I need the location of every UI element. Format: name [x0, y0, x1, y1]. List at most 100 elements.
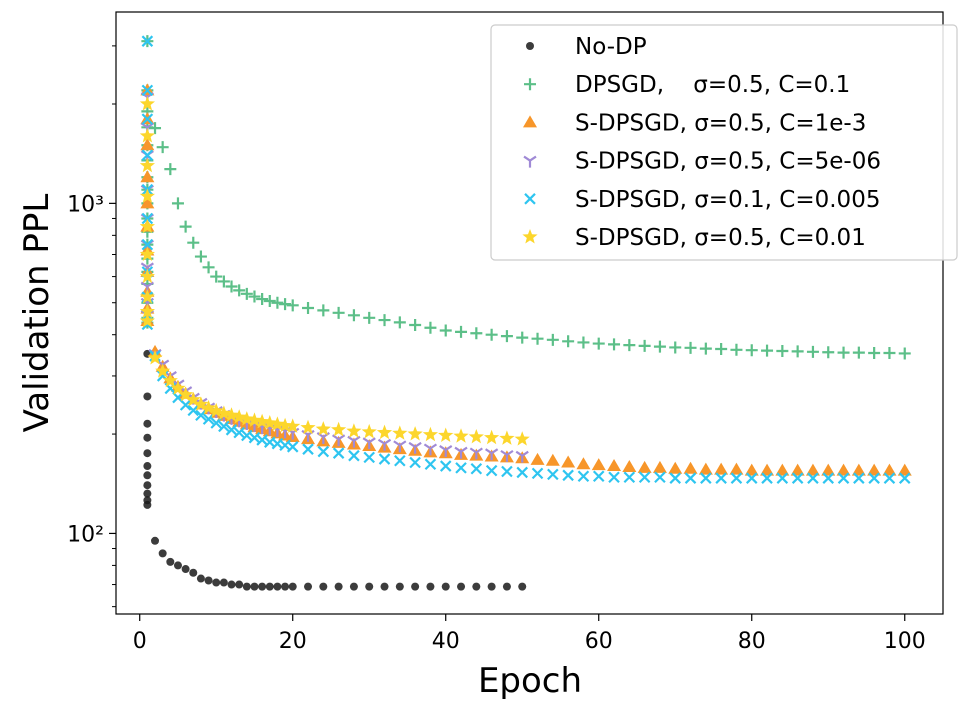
- data-point: [394, 454, 406, 467]
- data-point: [147, 350, 163, 365]
- data-point: [745, 344, 758, 357]
- data-point: [516, 331, 529, 344]
- data-point: [760, 463, 775, 476]
- data-point: [248, 290, 261, 303]
- data-point: [139, 313, 155, 328]
- data-point: [285, 418, 301, 433]
- data-point: [187, 236, 200, 249]
- data-point: [822, 472, 835, 484]
- data-point: [196, 574, 205, 583]
- legend-marker: [524, 193, 536, 205]
- data-point: [143, 433, 152, 442]
- data-point: [441, 582, 450, 591]
- data-point: [378, 453, 391, 465]
- data-point: [472, 582, 481, 591]
- data-point: [407, 426, 423, 441]
- data-point: [426, 582, 435, 591]
- data-point: [380, 582, 389, 591]
- legend-marker: [522, 229, 538, 244]
- data-point: [217, 275, 230, 288]
- data-point: [319, 582, 328, 591]
- data-point: [269, 416, 285, 431]
- data-point: [208, 402, 224, 418]
- data-point: [547, 468, 559, 481]
- x-tick-label: 40: [432, 629, 460, 654]
- y-axis-label: Validation PPL: [17, 194, 57, 433]
- data-point: [155, 363, 171, 378]
- legend-box: [490, 24, 958, 261]
- data-point: [189, 568, 198, 577]
- data-point: [607, 459, 622, 472]
- data-point: [231, 409, 247, 424]
- data-point: [715, 472, 727, 484]
- data-point: [187, 404, 200, 417]
- data-point: [162, 372, 178, 388]
- data-point: [363, 311, 376, 324]
- data-point: [453, 428, 469, 443]
- data-point: [457, 582, 466, 591]
- data-point: [171, 197, 184, 210]
- data-point: [393, 440, 407, 453]
- data-point: [409, 319, 422, 332]
- data-point: [143, 392, 152, 401]
- data-point: [233, 284, 246, 297]
- legend-label: S-DPSGD, σ=0.5, C=0.01: [575, 225, 866, 251]
- data-point: [361, 423, 377, 439]
- data-point: [195, 409, 207, 422]
- data-point: [501, 465, 513, 478]
- data-point: [577, 336, 590, 349]
- data-point: [286, 441, 299, 453]
- data-point: [715, 343, 728, 356]
- data-point: [279, 298, 292, 311]
- data-point: [514, 431, 530, 446]
- data-point: [714, 462, 729, 475]
- data-point: [179, 220, 192, 233]
- data-point: [204, 576, 213, 585]
- data-point: [653, 340, 666, 353]
- data-point: [454, 446, 468, 459]
- data-point: [790, 463, 805, 476]
- data-point: [868, 347, 881, 360]
- data-point: [139, 128, 155, 143]
- data-point: [837, 472, 850, 484]
- data-point: [317, 304, 330, 317]
- data-point: [362, 437, 376, 450]
- legend-marker: [524, 78, 536, 91]
- data-point: [530, 452, 545, 465]
- plot-frame: [115, 11, 944, 615]
- data-point: [422, 426, 438, 442]
- data-point: [349, 582, 358, 591]
- data-point: [439, 324, 452, 337]
- data-point: [470, 462, 483, 475]
- data-point: [141, 238, 154, 251]
- data-point: [684, 341, 697, 354]
- data-point: [334, 582, 343, 591]
- data-point: [210, 417, 222, 429]
- data-point: [139, 303, 155, 319]
- data-point: [668, 461, 683, 474]
- y-tick-label: 10²: [67, 522, 104, 547]
- data-point: [258, 582, 267, 591]
- data-point: [143, 489, 152, 498]
- data-point: [315, 421, 331, 436]
- data-point: [822, 346, 835, 359]
- data-point: [156, 141, 169, 154]
- data-point: [173, 561, 182, 570]
- data-point: [683, 461, 698, 474]
- data-point: [745, 472, 758, 484]
- data-point: [286, 299, 299, 312]
- data-point: [867, 463, 882, 476]
- data-point: [761, 344, 774, 357]
- data-point: [669, 472, 682, 484]
- data-point: [408, 441, 422, 454]
- data-point: [791, 345, 804, 358]
- data-point: [347, 309, 360, 322]
- data-point: [868, 472, 880, 484]
- data-point: [409, 456, 421, 469]
- legend-marker: [523, 155, 537, 168]
- data-point: [545, 453, 560, 466]
- x-tick-label: 20: [279, 629, 307, 654]
- data-point: [218, 420, 230, 433]
- data-point: [897, 463, 912, 476]
